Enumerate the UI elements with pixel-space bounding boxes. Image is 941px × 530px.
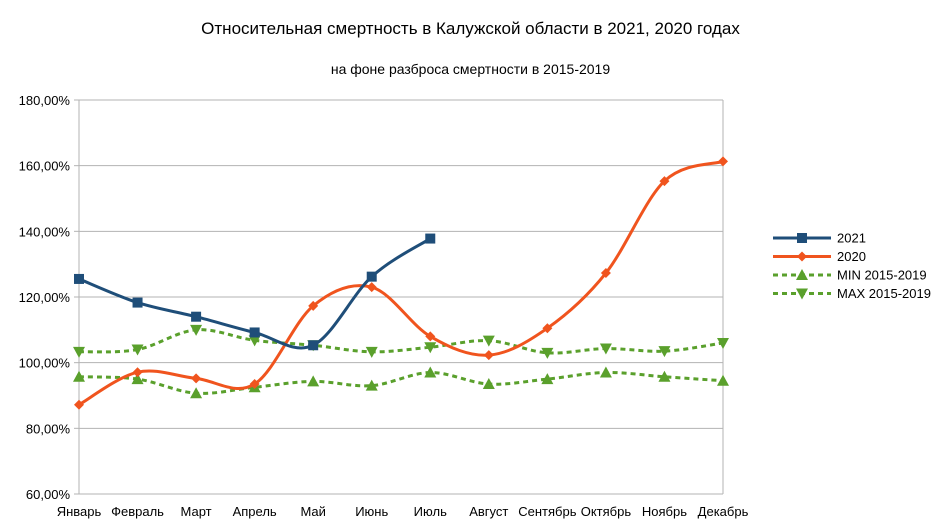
series-min-2015-2019 [73,366,729,399]
x-tick-label: Август [469,504,508,519]
y-tick-label: 140,00% [19,224,71,239]
series-line [78,371,724,395]
data-point [365,346,378,358]
legend-marker [796,288,808,300]
legend-marker [797,251,807,262]
x-tick-label: Май [300,504,325,519]
data-point [308,340,319,351]
data-point [131,344,144,356]
y-axis-ticks: 60,00% 80,00% 100,00% 120,00% 140,00% 160,00%… [19,93,71,502]
data-point [191,311,202,322]
data-point [74,399,84,410]
x-tick-label: Июль [414,504,447,519]
data-point [424,366,437,378]
data-point [424,342,437,354]
y-tick-label: 80,00% [26,421,71,436]
y-tick-label: 160,00% [19,159,71,174]
x-axis-ticks: Январь Февраль Март Апрель Май Июнь Июль Август… [57,504,749,519]
series-2020 [74,156,728,410]
series-2021 [74,233,436,351]
gridlines [79,99,723,495]
legend-label: 2020 [837,249,866,264]
data-point [658,370,671,382]
data-point [365,379,378,391]
legend-marker [797,233,807,243]
legend-item: 2020 [773,249,866,264]
data-point [132,367,143,378]
series-line [78,159,724,407]
series-lines [73,156,729,410]
data-point [132,297,143,308]
legend: 2021 2020 MIN 2015-2019 MAX 2015-2019 [773,231,931,301]
data-point [307,375,320,387]
legend-item: MIN 2015-2019 [773,268,927,283]
data-point [483,350,494,361]
legend-label: MIN 2015-2019 [837,268,927,283]
legend-item: 2021 [773,231,866,246]
series-max-2015-2019 [73,324,729,359]
series-line [78,328,724,355]
data-point [425,331,436,342]
data-point [541,373,554,385]
legend-label: 2021 [837,231,866,246]
data-point [542,323,553,334]
x-tick-label: Март [181,504,212,519]
data-point [248,335,261,347]
data-point [541,347,554,359]
data-point [249,327,260,338]
legend-marker [796,269,808,280]
data-point [131,373,144,385]
legend-label: MAX 2015-2019 [837,286,931,301]
data-point [190,324,203,336]
data-point [425,233,436,244]
data-point [73,370,85,382]
y-tick-label: 100,00% [19,356,71,371]
x-tick-label: Январь [57,504,102,519]
x-tick-label: Октябрь [581,504,632,519]
x-tick-label: Февраль [111,504,164,519]
data-point [717,374,729,386]
data-point [482,378,495,390]
chart-title: Относительная смертность в Калужской обл… [201,19,740,38]
x-tick-label: Апрель [233,504,277,519]
data-point [190,387,203,399]
data-point [482,335,495,347]
data-point [249,379,260,390]
x-tick-label: Декабрь [698,504,749,519]
y-tick-label: 60,00% [26,487,71,502]
data-point [73,346,85,358]
data-point [74,273,84,284]
legend-item: MAX 2015-2019 [773,286,931,301]
data-point [308,300,319,311]
data-point [600,268,611,279]
data-point [718,156,728,167]
x-tick-label: Сентябрь [518,504,576,519]
x-tick-label: Июнь [355,504,388,519]
data-point [191,373,202,384]
y-tick-label: 180,00% [19,93,71,108]
x-tick-label: Ноябрь [642,504,687,519]
data-point [659,176,670,187]
data-point [599,343,612,355]
data-point [366,282,377,293]
y-tick-label: 120,00% [19,290,71,305]
data-point [366,271,377,282]
data-point [599,366,612,378]
data-point [658,346,671,358]
data-point [717,337,729,349]
chart-subtitle: на фоне разброса смертности в 2015-2019 [330,61,611,77]
